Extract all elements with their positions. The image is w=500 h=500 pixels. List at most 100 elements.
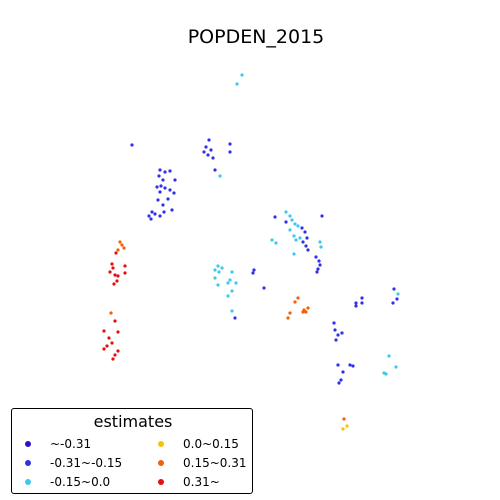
data-point-56 <box>102 347 106 351</box>
data-point-29 <box>147 214 151 218</box>
data-point-15 <box>168 169 172 173</box>
data-point-129 <box>351 364 355 368</box>
data-point-108 <box>304 310 308 314</box>
data-point-80 <box>290 218 294 222</box>
legend-marker-4 <box>158 460 164 466</box>
data-point-70 <box>230 289 234 293</box>
data-point-106 <box>293 300 297 304</box>
data-point-126 <box>336 363 340 367</box>
data-point-38 <box>116 248 120 252</box>
data-point-67 <box>226 281 230 285</box>
data-point-105 <box>296 296 300 300</box>
data-point-86 <box>303 230 307 234</box>
data-point-72 <box>230 309 234 313</box>
data-point-12 <box>218 174 222 178</box>
data-point-7 <box>211 156 215 160</box>
data-point-79 <box>288 214 292 218</box>
data-point-136 <box>342 417 346 421</box>
data-point-37 <box>122 246 126 250</box>
data-point-58 <box>113 353 117 357</box>
data-point-40 <box>110 262 114 266</box>
legend-marker-3 <box>158 441 164 447</box>
data-point-89 <box>301 240 305 244</box>
points-layer <box>102 73 400 431</box>
data-point-52 <box>116 330 120 334</box>
data-point-45 <box>123 264 127 268</box>
data-point-113 <box>354 301 358 305</box>
data-point-120 <box>391 301 395 305</box>
data-point-27 <box>161 203 165 207</box>
data-point-99 <box>314 255 318 259</box>
data-point-30 <box>153 212 157 216</box>
data-point-103 <box>315 270 319 274</box>
data-point-35 <box>118 240 122 244</box>
data-point-9 <box>228 142 232 146</box>
data-point-49 <box>109 311 113 315</box>
data-point-44 <box>116 274 120 278</box>
data-point-4 <box>204 145 208 149</box>
data-point-24 <box>173 178 177 182</box>
data-point-101 <box>318 263 322 267</box>
data-point-64 <box>230 270 234 274</box>
data-point-123 <box>336 333 340 337</box>
data-point-17 <box>161 178 165 182</box>
data-point-75 <box>251 271 255 275</box>
data-point-92 <box>270 238 274 242</box>
data-point-26 <box>156 198 160 202</box>
data-point-48 <box>112 282 116 286</box>
data-point-114 <box>354 304 358 308</box>
data-point-82 <box>296 224 300 228</box>
legend-marker-2 <box>25 479 31 485</box>
data-point-13 <box>158 168 162 172</box>
data-point-34 <box>149 217 153 221</box>
data-point-66 <box>228 278 232 282</box>
data-point-22 <box>168 188 172 192</box>
data-point-111 <box>288 311 292 315</box>
data-point-98 <box>319 245 323 249</box>
data-point-25 <box>166 197 170 201</box>
data-point-124 <box>340 331 344 335</box>
data-point-100 <box>317 259 321 263</box>
data-point-33 <box>170 208 174 212</box>
data-point-59 <box>111 357 115 361</box>
data-point-16 <box>157 174 161 178</box>
data-point-71 <box>226 294 230 298</box>
data-point-122 <box>333 328 337 332</box>
data-point-125 <box>334 338 338 342</box>
data-point-46 <box>123 271 127 275</box>
legend-marker-5 <box>158 479 164 485</box>
data-point-102 <box>316 267 320 271</box>
data-point-55 <box>105 344 109 348</box>
data-point-135 <box>384 372 388 376</box>
data-point-65 <box>213 276 217 280</box>
data-point-32 <box>162 210 166 214</box>
data-point-87 <box>298 236 302 240</box>
legend-label-0: ~-0.31 <box>50 437 92 451</box>
legend-marker-1 <box>25 460 31 466</box>
data-point-36 <box>120 243 124 247</box>
data-point-3 <box>207 138 211 142</box>
data-point-95 <box>306 248 310 252</box>
data-point-131 <box>337 381 341 385</box>
data-point-78 <box>284 210 288 214</box>
data-point-128 <box>348 363 352 367</box>
data-point-93 <box>274 241 278 245</box>
data-point-115 <box>360 296 364 300</box>
data-point-63 <box>217 270 221 274</box>
data-point-119 <box>395 297 399 301</box>
data-point-85 <box>300 226 304 230</box>
data-point-88 <box>294 238 298 242</box>
chart-title: POPDEN_2015 <box>188 26 325 48</box>
data-point-132 <box>387 354 391 358</box>
data-point-41 <box>111 266 115 270</box>
data-point-21 <box>158 190 162 194</box>
data-point-118 <box>396 292 400 296</box>
data-point-42 <box>108 270 112 274</box>
legend-title: estimates <box>93 412 173 431</box>
data-point-121 <box>332 321 336 325</box>
data-point-73 <box>233 316 237 320</box>
data-point-61 <box>220 266 224 270</box>
data-point-39 <box>114 251 118 255</box>
data-point-10 <box>228 150 232 154</box>
